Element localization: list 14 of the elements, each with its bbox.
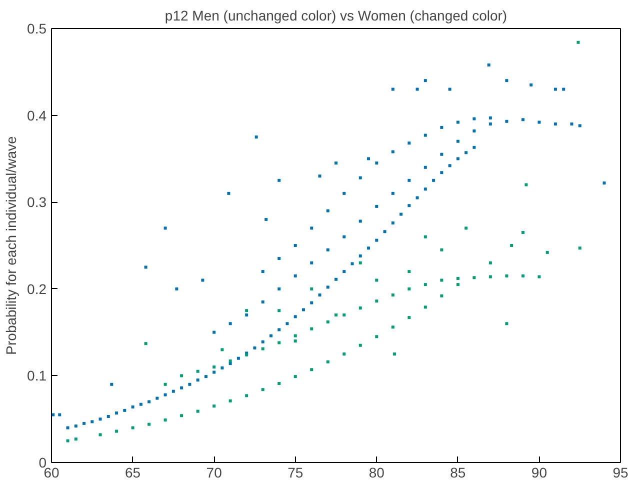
y-axis-title: Probability for each individual/wave: [3, 136, 20, 355]
chart-title: p12 Men (unchanged color) vs Women (changed color): [164, 8, 508, 24]
y-tick-label: 0.3: [27, 194, 47, 210]
y-tick-label: 0.5: [27, 20, 47, 36]
y-tick-label: 0.4: [27, 107, 47, 124]
x-tick-label: 95: [612, 464, 628, 480]
y-tick-label: 0.1: [27, 368, 47, 384]
x-tick-label: 90: [531, 464, 548, 480]
x-tick-label: 65: [125, 464, 141, 480]
x-tick-label: 85: [450, 464, 466, 480]
x-tick-label: 80: [368, 464, 385, 480]
x-tick-label: 75: [288, 464, 304, 480]
x-tick-label: 70: [206, 464, 222, 480]
y-tick-label: 0.2: [27, 280, 47, 297]
